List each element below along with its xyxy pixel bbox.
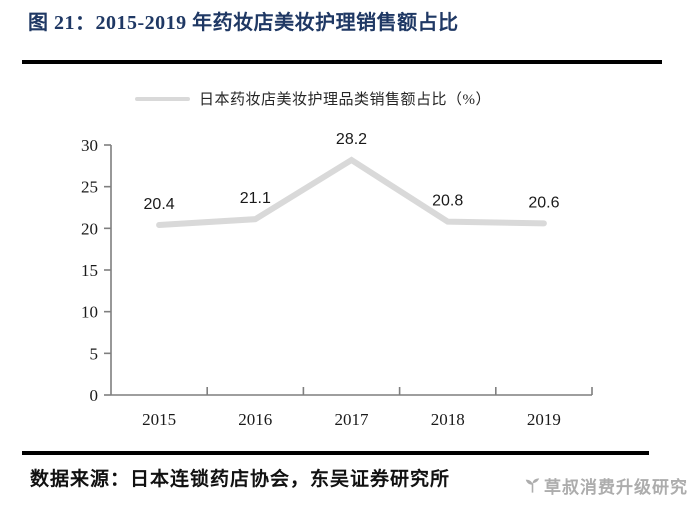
x-tick-label: 2019 (527, 410, 561, 429)
y-tick-label: 30 (81, 136, 98, 155)
watermark-text: 草叔消费升级研究 (544, 478, 688, 497)
y-tick-label: 10 (81, 303, 98, 322)
y-tick-label: 15 (81, 261, 98, 280)
sprout-logo-icon (523, 475, 542, 496)
x-tick-label: 2016 (238, 410, 272, 429)
data-label: 20.6 (528, 194, 559, 211)
chart-legend: 日本药妆店美妆护理品类销售额占比（%） (135, 88, 491, 109)
data-label: 20.8 (432, 193, 463, 210)
data-label: 21.1 (240, 190, 271, 207)
legend-line-swatch (135, 96, 190, 101)
bottom-divider (22, 451, 649, 455)
figure-title: 图 21：2015-2019 年药妆店美妆护理销售额占比 (28, 12, 459, 34)
x-tick-label: 2015 (142, 410, 176, 429)
y-tick-label: 5 (90, 344, 99, 363)
x-tick-label: 2017 (335, 410, 370, 429)
series-line (156, 156, 547, 228)
y-tick-label: 20 (81, 219, 98, 238)
top-divider (22, 60, 662, 64)
data-label: 28.2 (336, 131, 367, 148)
x-tick-label: 2018 (431, 410, 465, 429)
legend-label: 日本药妆店美妆护理品类销售额占比（%） (199, 92, 491, 108)
watermark: 草叔消费升级研究 (523, 473, 688, 498)
data-source: 数据来源：日本连锁药店协会，东吴证券研究所 (30, 469, 451, 490)
data-label: 20.4 (144, 196, 175, 213)
y-tick-label: 0 (90, 386, 99, 405)
y-tick-label: 25 (81, 178, 98, 197)
